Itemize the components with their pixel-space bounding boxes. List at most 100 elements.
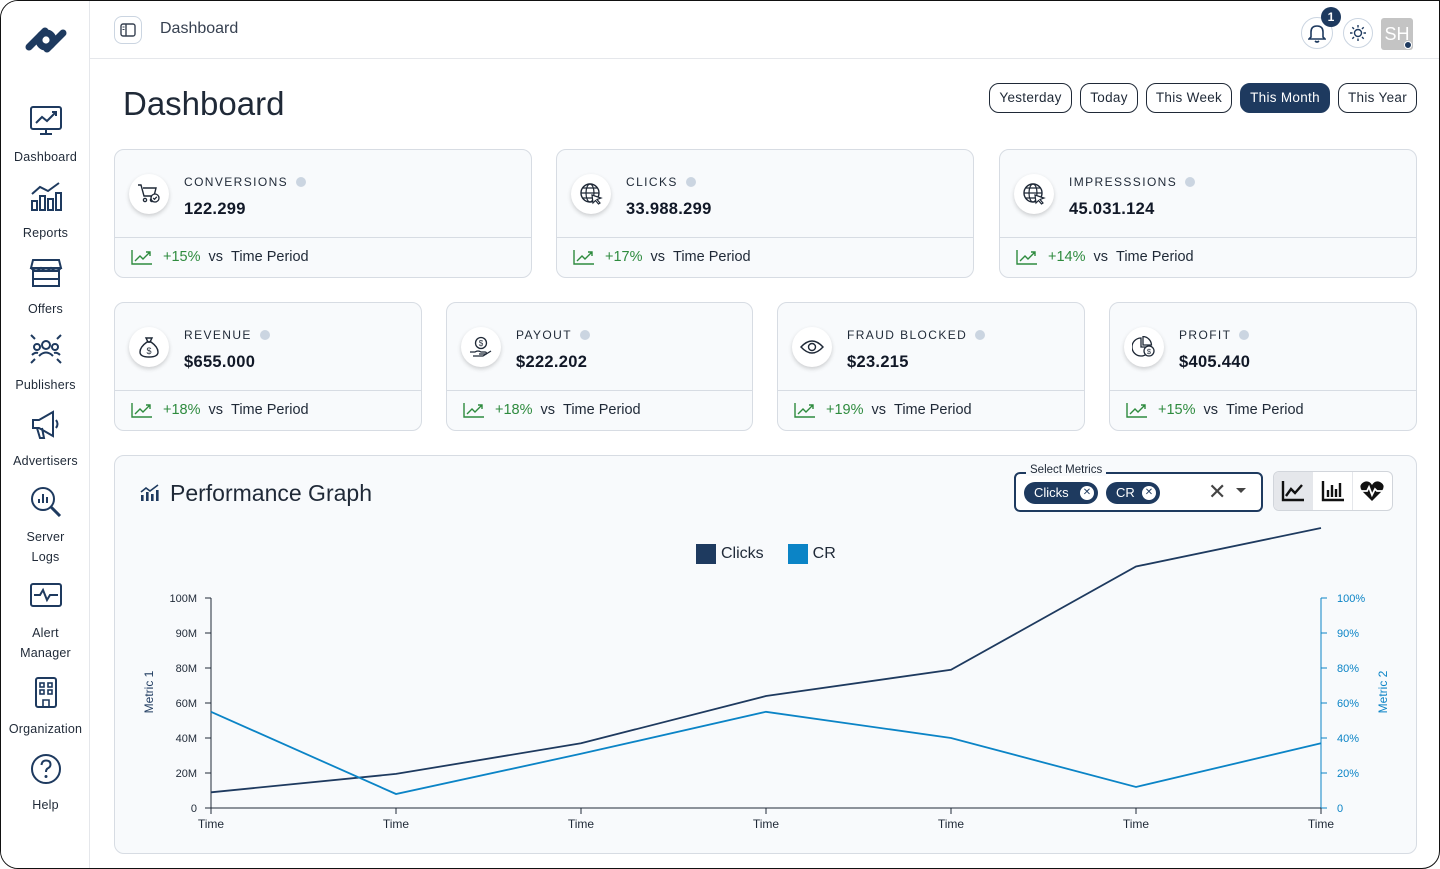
- kpi-card-conversions[interactable]: CONVERSIONS 122.299 +15% vs Time Period: [114, 149, 532, 278]
- kpi-card-payout[interactable]: $ PAYOUT $222.202 +18% vs Time Period: [446, 302, 753, 431]
- kpi-value: 45.031.124: [1069, 200, 1155, 218]
- period-this-year-button[interactable]: This Year: [1338, 83, 1417, 113]
- trend-up-icon: [573, 250, 594, 265]
- kpi-card-clicks[interactable]: CLICKS 33.988.299 +17% vs Time Period: [556, 149, 974, 278]
- theme-toggle-button[interactable]: [1343, 18, 1373, 48]
- kpi-label: CLICKS: [626, 175, 678, 189]
- kpi-period: Time Period: [894, 402, 972, 418]
- kpi-change: +17%: [605, 249, 643, 265]
- chevron-down-icon[interactable]: [1236, 488, 1246, 493]
- period-yesterday-button[interactable]: Yesterday: [989, 83, 1072, 113]
- kpi-value: $655.000: [184, 353, 256, 371]
- sidebar-item-organization[interactable]: Organization: [1, 677, 90, 739]
- series-line-cr: [210, 710, 1322, 795]
- left-tick-label: 40M: [176, 733, 197, 745]
- x-tick-label: Time: [383, 817, 410, 831]
- sidebar: Dashboard Reports Offers Publishers Adve…: [1, 1, 90, 868]
- kpi-change: +15%: [163, 249, 201, 265]
- notification-count-badge: 1: [1321, 7, 1341, 27]
- period-this-week-button[interactable]: This Week: [1146, 83, 1232, 113]
- kpi-card-fraud-blocked[interactable]: FRAUD BLOCKED $23.215 +19% vs Time Period: [777, 302, 1085, 431]
- kpi-vs: vs: [1093, 249, 1109, 265]
- remove-chip-icon[interactable]: ✕: [1080, 486, 1094, 500]
- kpi-card-profit[interactable]: $ PROFIT $405.440 +15% vs Time Period: [1109, 302, 1417, 431]
- sidebar-toggle-button[interactable]: [114, 16, 142, 44]
- info-icon[interactable]: [579, 329, 590, 340]
- svg-text:$: $: [479, 339, 484, 348]
- sidebar-item-advertisers[interactable]: Advertisers: [1, 409, 90, 471]
- kpi-period: Time Period: [231, 249, 309, 265]
- sidebar-item-server-logs[interactable]: Server Logs: [1, 485, 90, 567]
- kpi-label: PAYOUT: [516, 328, 572, 342]
- info-icon[interactable]: [1239, 329, 1250, 340]
- svg-text:$: $: [146, 346, 151, 356]
- kpi-period: Time Period: [1226, 402, 1304, 418]
- sidebar-label: Help: [32, 798, 59, 812]
- sidebar-label: Reports: [22, 226, 69, 240]
- legend-label-cr[interactable]: CR: [812, 545, 836, 562]
- period-this-month-button[interactable]: This Month: [1240, 83, 1330, 113]
- sun-icon: [1350, 25, 1366, 41]
- right-tick-label: 60%: [1337, 698, 1359, 710]
- sidebar-item-offers[interactable]: Offers: [1, 257, 90, 319]
- kpi-card-impressions[interactable]: IMPRESSSIONS 45.031.124 +14% vs Time Perio…: [999, 149, 1417, 278]
- trend-up-icon: [1016, 250, 1037, 265]
- kpi-period: Time Period: [563, 402, 641, 418]
- legend-swatch-clicks: [696, 544, 716, 564]
- info-icon[interactable]: [685, 176, 696, 187]
- performance-line-chart[interactable]: 0 20M 40M 60M 80M 90M 100M 0 20% 40% 60% 80% 90% 100%…: [115, 456, 1416, 853]
- info-icon[interactable]: [296, 176, 307, 187]
- heartbeat-button[interactable]: [1353, 472, 1392, 510]
- sidebar-item-publishers[interactable]: Publishers: [1, 333, 90, 395]
- sidebar-label-line1: Server: [26, 530, 65, 544]
- kpi-vs: vs: [1203, 402, 1219, 418]
- heartbeat-icon: [1360, 481, 1384, 501]
- page-title: Dashboard: [123, 85, 285, 122]
- bar-chart-button[interactable]: [1313, 472, 1353, 510]
- metric-chip-label: CR: [1116, 485, 1135, 500]
- kpi-period: Time Period: [231, 402, 309, 418]
- chart-type-switcher: [1273, 471, 1393, 511]
- kpi-value: $23.215: [847, 353, 909, 371]
- sidebar-item-dashboard[interactable]: Dashboard: [1, 105, 90, 167]
- kpi-label: IMPRESSSIONS: [1069, 175, 1178, 189]
- legend-label-clicks[interactable]: Clicks: [721, 545, 764, 562]
- trend-up-icon: [1126, 403, 1147, 418]
- sidebar-item-alert-manager[interactable]: Alert Manager: [1, 581, 90, 663]
- info-icon[interactable]: [259, 329, 270, 340]
- kpi-vs: vs: [871, 402, 887, 418]
- left-tick-label: 80M: [176, 663, 197, 675]
- left-tick-label: 20M: [176, 768, 197, 780]
- right-tick-label: 40%: [1337, 733, 1359, 745]
- notifications-button[interactable]: [1301, 17, 1333, 49]
- sidebar-panel-icon: [120, 23, 136, 37]
- trend-up-icon: [463, 403, 484, 418]
- sidebar-item-help[interactable]: Help: [1, 753, 90, 815]
- sidebar-label: Publishers: [15, 378, 76, 392]
- line-chart-button[interactable]: [1274, 472, 1314, 510]
- performance-panel: Performance Graph Select Metrics Clicks …: [114, 455, 1417, 854]
- left-tick-label: 90M: [176, 628, 197, 640]
- chart-legend: Clicks CR: [696, 544, 836, 564]
- kpi-value: $405.440: [1179, 353, 1251, 371]
- period-today-button[interactable]: Today: [1080, 83, 1138, 113]
- remove-chip-icon[interactable]: ✕: [1142, 486, 1156, 500]
- kpi-vs: vs: [208, 402, 224, 418]
- kpi-change: +18%: [163, 402, 201, 418]
- clear-selection-icon[interactable]: ✕: [1208, 479, 1227, 504]
- info-icon[interactable]: [975, 329, 986, 340]
- kpi-card-revenue[interactable]: $ REVENUE $655.000 +18% vs Time Period: [114, 302, 422, 431]
- info-icon[interactable]: [1185, 176, 1196, 187]
- building-icon: [34, 677, 57, 708]
- brand-logo-icon[interactable]: [21, 19, 71, 61]
- x-tick-label: Time: [1308, 817, 1335, 831]
- sidebar-label-line2: Manager: [20, 646, 71, 660]
- kpi-label: PROFIT: [1179, 328, 1232, 342]
- sidebar-item-reports[interactable]: Reports: [1, 181, 90, 243]
- sidebar-label: Offers: [27, 302, 63, 316]
- left-axis-label: Metric 1: [142, 670, 156, 713]
- pie-coin-icon: $: [1124, 327, 1164, 367]
- select-metrics-field[interactable]: Select Metrics Clicks ✕ CR ✕ ✕: [1014, 464, 1263, 512]
- kpi-vs: vs: [540, 402, 556, 418]
